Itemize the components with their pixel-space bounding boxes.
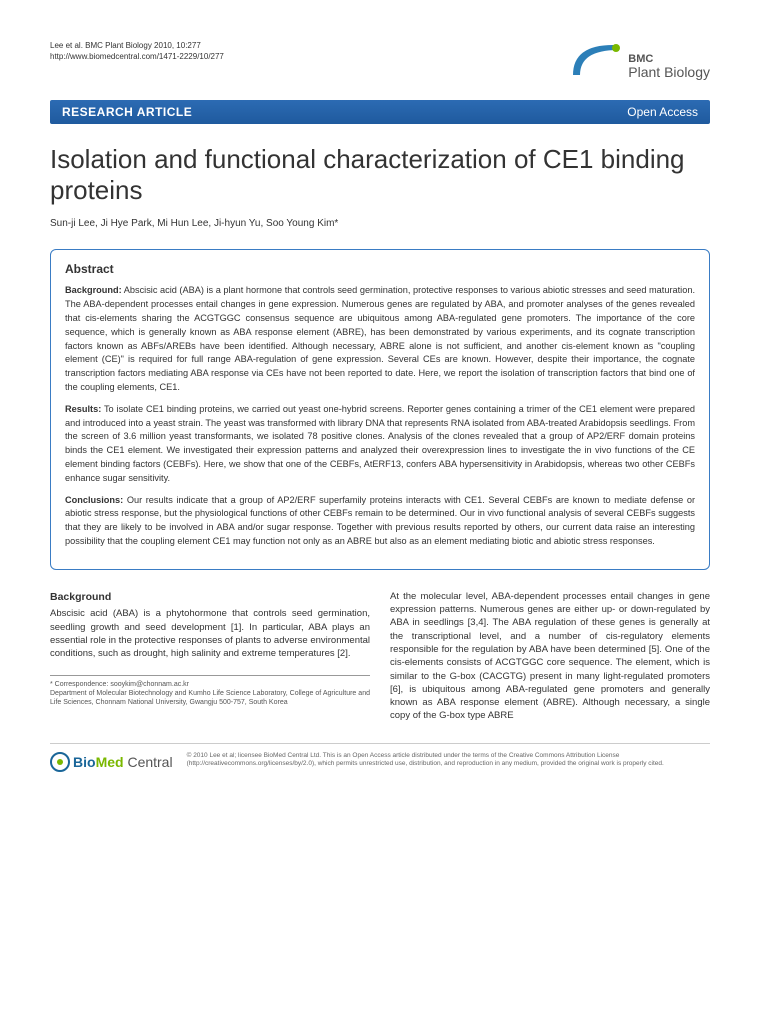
citation-journal: Lee et al. BMC Plant Biology 2010, 10:27… (50, 40, 224, 51)
biomed-text: BioMed Central (73, 754, 173, 770)
abstract-box: Abstract Background: Abscisic acid (ABA)… (50, 249, 710, 569)
abstract-background-text: Abscisic acid (ABA) is a plant hormone t… (65, 285, 695, 392)
journal-name: BMC Plant Biology (628, 53, 710, 80)
body-paragraph: At the molecular level, ABA-dependent pr… (390, 590, 710, 723)
abstract-heading: Abstract (65, 262, 695, 276)
abstract-conclusions-label: Conclusions: (65, 495, 123, 505)
abstract-background: Background: Abscisic acid (ABA) is a pla… (65, 284, 695, 394)
journal-title: Plant Biology (628, 65, 710, 80)
column-left: Background Abscisic acid (ABA) is a phyt… (50, 590, 370, 729)
abstract-background-label: Background: (65, 285, 122, 295)
journal-bmc: BMC (628, 53, 710, 65)
correspondence-affiliation: Department of Molecular Biotechnology an… (50, 689, 370, 707)
biomed-med: Med (96, 754, 124, 770)
column-right: At the molecular level, ABA-dependent pr… (390, 590, 710, 729)
authors: Sun-ji Lee, Ji Hye Park, Mi Hun Lee, Ji-… (50, 218, 710, 229)
biomed-logo: BioMed Central (50, 752, 173, 772)
abstract-conclusions-text: Our results indicate that a group of AP2… (65, 495, 695, 546)
background-heading: Background (50, 590, 370, 605)
article-title: Isolation and functional characterizatio… (50, 144, 710, 206)
article-type: RESEARCH ARTICLE (62, 105, 192, 119)
abstract-results: Results: To isolate CE1 binding proteins… (65, 403, 695, 486)
page-header: Lee et al. BMC Plant Biology 2010, 10:27… (50, 40, 710, 80)
footer: BioMed Central © 2010 Lee et al; license… (50, 743, 710, 772)
article-type-bar: RESEARCH ARTICLE Open Access (50, 100, 710, 124)
biomed-icon (50, 752, 70, 772)
biomed-bio: Bio (73, 754, 96, 770)
open-access-label: Open Access (627, 105, 698, 119)
abstract-results-text: To isolate CE1 binding proteins, we carr… (65, 404, 695, 483)
abstract-conclusions: Conclusions: Our results indicate that a… (65, 494, 695, 549)
body-columns: Background Abscisic acid (ABA) is a phyt… (50, 590, 710, 729)
background-paragraph: Abscisic acid (ABA) is a phytohormone th… (50, 607, 370, 660)
journal-logo: BMC Plant Biology (568, 40, 710, 80)
citation: Lee et al. BMC Plant Biology 2010, 10:27… (50, 40, 224, 62)
logo-arc-icon (568, 40, 623, 80)
correspondence-email: * Correspondence: sooykim@chonnam.ac.kr (50, 680, 370, 689)
citation-url: http://www.biomedcentral.com/1471-2229/1… (50, 51, 224, 62)
correspondence: * Correspondence: sooykim@chonnam.ac.kr … (50, 675, 370, 707)
abstract-results-label: Results: (65, 404, 101, 414)
copyright: © 2010 Lee et al; licensee BioMed Centra… (187, 752, 710, 769)
biomed-central: Central (124, 754, 173, 770)
